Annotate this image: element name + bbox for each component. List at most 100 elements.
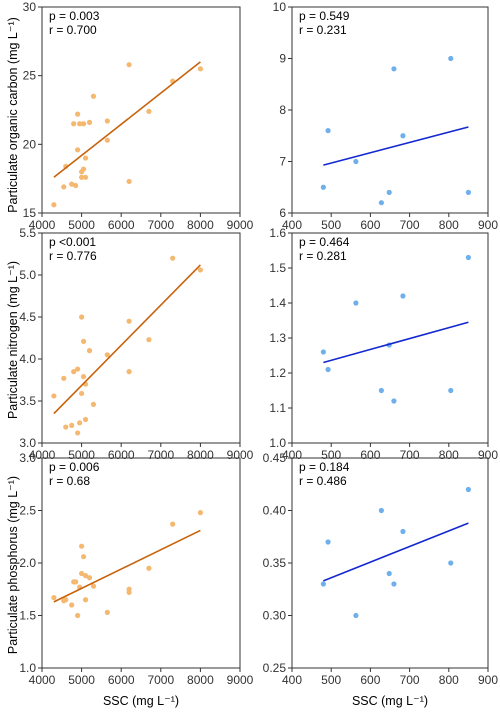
panel-2-p-value: p = 0.549 [299, 9, 350, 23]
panel-2-point [353, 158, 359, 165]
panel-3-point [71, 369, 77, 375]
panel-6-xtick-label: 700 [400, 673, 420, 687]
panel-1-ytick-label: 25 [23, 69, 37, 83]
panel-5-point [75, 612, 81, 619]
panel-3-ytick-label: 3.5 [19, 394, 36, 408]
ylabel-nitrogen: Particulate nitrogen (mg L⁻¹) [6, 261, 20, 419]
panel-3-point [86, 348, 93, 354]
panel-5-point [73, 579, 79, 585]
panel-1-point [104, 137, 110, 143]
panel-3-point [126, 369, 132, 375]
panel-3: 4000 5000 6000 7000 8000 90003.03.54.04.55.05… [19, 226, 253, 462]
panel-5-xtick-label: 7000 [147, 673, 174, 687]
panel-5-point [82, 597, 89, 603]
panel-4-ytick-label: 1.3 [269, 331, 286, 345]
panel-6-xtick-label: 800 [439, 673, 459, 687]
panel-5-point [146, 565, 152, 571]
panel-1-point [73, 182, 79, 189]
panel-4-ytick-label: 1.6 [269, 226, 286, 240]
panel-1-point [126, 62, 132, 68]
panel-4-ytick-label: 1.1 [269, 401, 286, 415]
panel-5-point [69, 602, 75, 608]
panel-1-point [51, 202, 57, 208]
panel-6-p-value: p = 0.184 [299, 460, 350, 474]
panel-2-point [320, 184, 326, 190]
panel-6-point [448, 560, 454, 566]
panel-6-xtick-label: 900 [478, 673, 498, 687]
panel-5-ytick-label: 1.5 [19, 609, 36, 623]
panel-3-point [75, 430, 81, 436]
panel-1-point [126, 178, 132, 185]
panel-1-point [197, 66, 203, 72]
ylabel-phosphorus: Particulate phosphorus (mg L⁻¹) [6, 476, 20, 654]
panel-4-ytick-label: 1.2 [269, 366, 286, 380]
panel-3-point [146, 337, 152, 343]
panel-3-point [197, 267, 203, 273]
panel-1-point [104, 118, 110, 124]
panel-3-point [104, 352, 110, 358]
xlabel-right: SSC (mg L⁻¹) [352, 694, 428, 708]
panel-3-point [51, 393, 57, 399]
panel-1-point [80, 121, 87, 127]
panel-6-ytick-label: 0.25 [263, 661, 287, 675]
panel-4-xtick-label: 700 [400, 448, 420, 462]
panel-1: 4000 5000 6000 7000 8000 9000 15 20 25 30 p = 0.00… [23, 0, 254, 232]
panel-3-p-value: p <0.001 [49, 235, 96, 249]
panel-3-ytick-label: 4.0 [19, 352, 36, 366]
panel-4-p-value: p = 0.464 [299, 235, 350, 249]
panel-5-point [197, 509, 203, 516]
panel-2-point [378, 200, 384, 206]
panel-5-frame [41, 457, 241, 669]
panel-4-ytick-label: 1.5 [269, 261, 286, 275]
panel-1-xtick-label: 7000 [147, 218, 174, 232]
panel-2-point [448, 55, 454, 62]
panel-6-xtick-label: 600 [360, 673, 380, 687]
panel-4-point [378, 387, 384, 394]
panel-1-frame [41, 6, 241, 214]
panel-5-point [63, 597, 69, 603]
panel-6-point [378, 507, 384, 514]
panel-2-trend-line [323, 126, 469, 166]
panel-1-trend-line [53, 61, 201, 178]
panel-3-point [79, 314, 85, 320]
panel-6-xtick-label: 400 [282, 673, 302, 687]
panel-6-point [320, 581, 326, 587]
panel-2-point [391, 66, 397, 72]
panel-1-point [79, 174, 85, 180]
panel-6-point [386, 570, 392, 577]
panel-2-xtick-label: 400 [282, 218, 302, 232]
panel-6-r-value: r = 0.486 [299, 474, 347, 488]
panel-4: 400 500 600 700 800 9001.01.11.21.31.41.51.6p… [269, 226, 498, 462]
panel-1-point [82, 155, 89, 161]
panel-5-p-value: p = 0.006 [49, 460, 100, 474]
panel-6-ytick-label: 0.40 [263, 504, 287, 518]
panel-3-point [90, 401, 97, 407]
panel-3-ytick-label: 4.5 [19, 310, 36, 324]
panel-4-point [391, 398, 397, 404]
panel-5-xtick-label: 5000 [68, 673, 95, 687]
panel-5-ytick-label: 3.0 [19, 451, 36, 465]
panel-1-point [90, 93, 97, 99]
panel-3-xtick-label: 7000 [147, 448, 174, 462]
panel-1-point [77, 121, 83, 127]
panel-1-point [80, 166, 87, 172]
panel-6-ytick-label: 0.35 [263, 556, 287, 570]
panel-1-point [86, 119, 93, 125]
panel-1-p-value: p = 0.003 [49, 9, 100, 23]
panel-3-point [170, 255, 176, 261]
panel-2-ytick-label: 9 [279, 52, 286, 66]
panel-6-xtick-label: 500 [321, 673, 341, 687]
panel-6-frame [291, 457, 489, 669]
panel-1-xtick-label: 9000 [227, 218, 254, 232]
panel-2-xtick-label: 600 [360, 218, 380, 232]
panel-4-point [400, 293, 406, 299]
panel-4-xtick-label: 600 [360, 448, 380, 462]
panel-1-r-value: r = 0.700 [49, 23, 97, 37]
panel-4-xtick-label: 800 [439, 448, 459, 462]
panel-3-point [79, 390, 85, 397]
panel-3-point [69, 422, 75, 428]
panel-5-ytick-label: 1.0 [19, 661, 36, 675]
panel-1-xtick-label: 8000 [187, 218, 214, 232]
panel-5-point [79, 570, 85, 577]
